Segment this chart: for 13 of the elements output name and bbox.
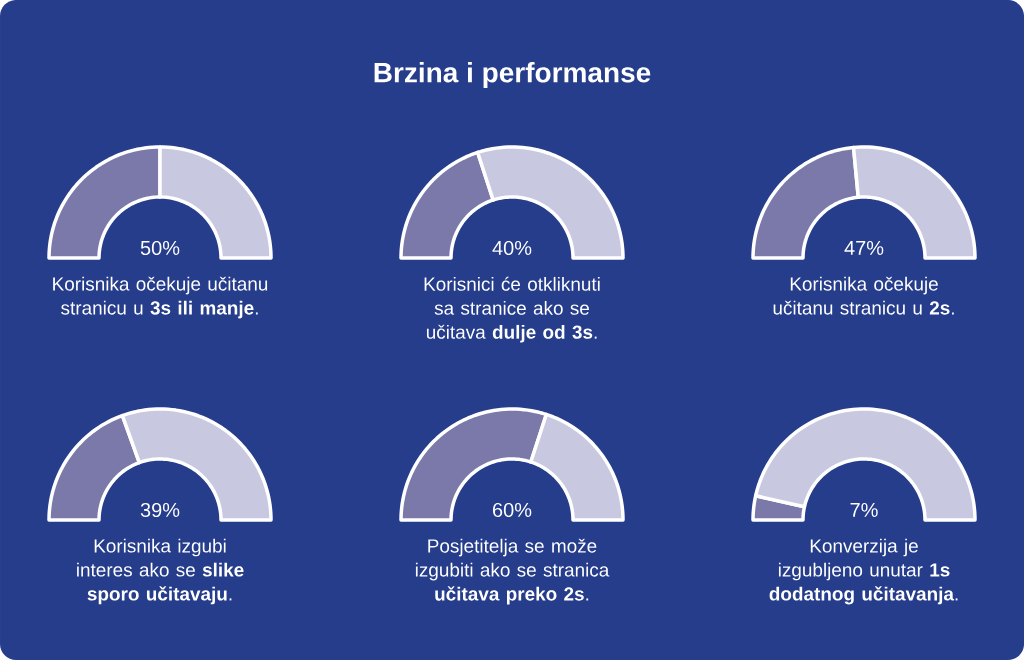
text: 60% <box>493 502 532 518</box>
text: Korisnika izgubi interes ako se slike sporo učitavaju. <box>77 538 244 605</box>
text: Konverzija je izgubljeno unutar 1s dodatnog učitavanja. <box>769 538 958 605</box>
text: 40% <box>492 240 532 256</box>
text: Brzina i performanse <box>374 61 651 89</box>
text: Korisnika očekuje učitanu stranicu u 3s ili manje. <box>53 276 268 319</box>
text: 39% <box>140 502 180 518</box>
text: 47% <box>844 241 884 255</box>
text: 50% <box>140 240 180 256</box>
text: Korisnika očekuje učitanu stranicu u 2s. <box>773 276 954 315</box>
text: Korisnici će otkliknuti sa stranice ako se učitava dulje od 3s. <box>424 276 600 343</box>
text: Posjetitelja se može izgubiti ako se stranica učitava preko 2s. <box>415 538 610 605</box>
text: 7% <box>850 503 878 517</box>
